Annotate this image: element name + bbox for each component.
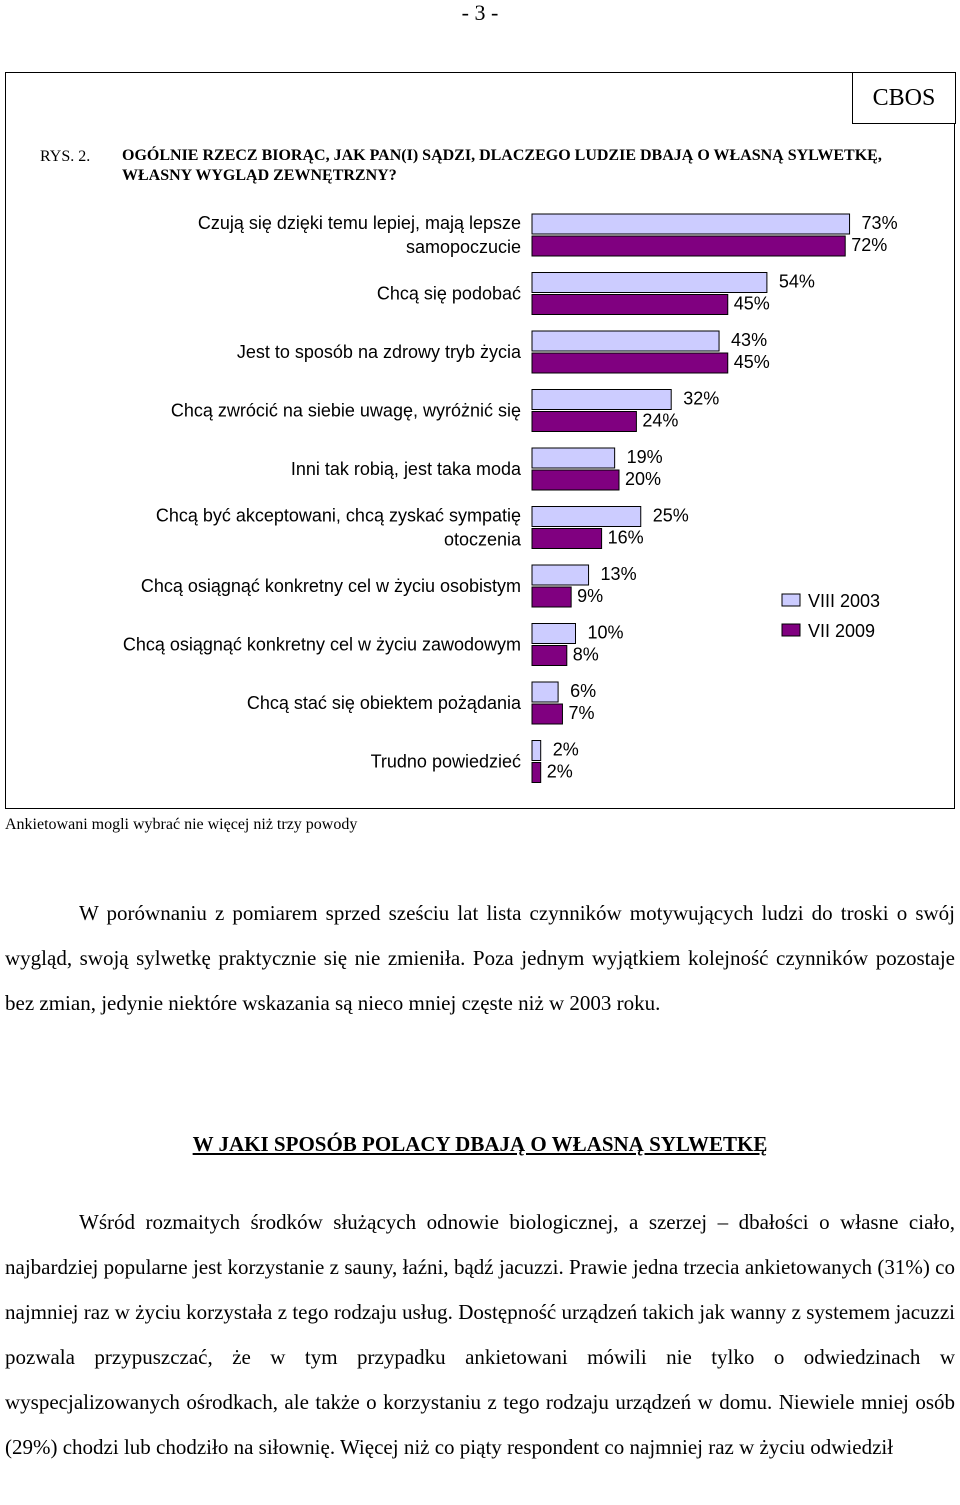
figure-label: RYS. 2.: [40, 148, 91, 165]
bar: [531, 352, 729, 374]
value-label: 45%: [734, 352, 770, 372]
bar: [531, 272, 768, 293]
legend-swatch: [781, 623, 801, 637]
category-label: Czują się dzięki temu lepiej, mają lepsz…: [198, 213, 521, 233]
category-label: Trudno powiedzieć: [371, 752, 521, 772]
value-label: 32%: [683, 389, 719, 409]
legend-label: VII 2009: [808, 621, 875, 641]
bar: [531, 528, 603, 549]
category-label: Inni tak robią, jest taka moda: [291, 459, 522, 479]
legend-label: VIII 2003: [808, 591, 880, 611]
value-label: 45%: [734, 294, 770, 314]
category-label: Chcą stać się obiektem pożądania: [247, 693, 522, 713]
bar: [531, 294, 729, 315]
value-label: 16%: [608, 528, 644, 548]
value-label: 9%: [577, 586, 603, 606]
bar: [531, 235, 846, 257]
value-label: 6%: [570, 681, 596, 701]
value-label: 7%: [568, 703, 594, 723]
figure-frame: [5, 72, 955, 809]
paragraph-methods: Wśród rozmaitych środków służących odnow…: [5, 1210, 955, 1459]
bar: [531, 623, 576, 644]
bars: [531, 213, 851, 783]
bar: [531, 645, 568, 666]
bar: [531, 506, 642, 527]
bar: [531, 469, 620, 491]
bar: [531, 213, 851, 235]
category-label: Chcą się podobać: [377, 284, 521, 304]
category-label: Jest to sposób na zdrowy tryb życia: [237, 342, 522, 362]
bar: [531, 586, 572, 608]
legend: VIII 2003 VII 2009: [781, 591, 880, 641]
value-label: 72%: [851, 235, 887, 255]
category-label: Chcą być akceptowani, chcą zyskać sympat…: [156, 506, 521, 526]
value-label: 24%: [642, 411, 678, 431]
bar: [531, 447, 616, 469]
category-label: otoczenia: [444, 530, 522, 550]
bar: [531, 703, 563, 725]
bar: [531, 389, 672, 410]
legend-swatch: [781, 593, 801, 607]
value-label: 25%: [653, 506, 689, 526]
value-label: 8%: [573, 645, 599, 665]
value-label: 2%: [553, 740, 579, 760]
category-label: samopoczucie: [406, 237, 521, 257]
bar: [531, 762, 542, 783]
value-label: 10%: [588, 623, 624, 643]
value-label: 13%: [601, 564, 637, 584]
category-label: Chcą zwrócić na siebie uwagę, wyróżnić s…: [171, 401, 521, 421]
value-label: 43%: [731, 330, 767, 350]
bar: [531, 411, 637, 432]
value-label: 19%: [627, 447, 663, 467]
section-heading: W JAKI SPOSÓB POLACY DBAJĄ O WŁASNĄ SYLW…: [192, 1132, 768, 1156]
paragraph-comparison: W porównaniu z pomiarem sprzed sześciu l…: [5, 901, 955, 1015]
figure-footnote: Ankietowani mogli wybrać nie więcej niż …: [5, 816, 358, 833]
category-label: Chcą osiągnąć konkretny cel w życiu zawo…: [123, 635, 521, 655]
bar: [531, 564, 590, 586]
category-label: Chcą osiągnąć konkretny cel w życiu osob…: [141, 576, 521, 596]
value-label: 2%: [547, 762, 573, 782]
value-label: 20%: [625, 469, 661, 489]
bar: [531, 740, 542, 761]
value-label: 54%: [779, 272, 815, 292]
bar: [531, 681, 559, 703]
bar: [531, 330, 720, 352]
value-label: 73%: [862, 213, 898, 233]
figure-title: OGÓLNIE RZECZ BIORĄC, JAK PAN(I) SĄDZI, …: [122, 147, 882, 184]
category-labels: Czują się dzięki temu lepiej, mają lepsz…: [123, 213, 522, 772]
value-labels: 73%72%54%45%43%45%32%24%19%20%25%16%13%9…: [547, 213, 898, 782]
source-label: CBOS: [852, 72, 956, 124]
page-number: - 3 -: [461, 0, 499, 25]
